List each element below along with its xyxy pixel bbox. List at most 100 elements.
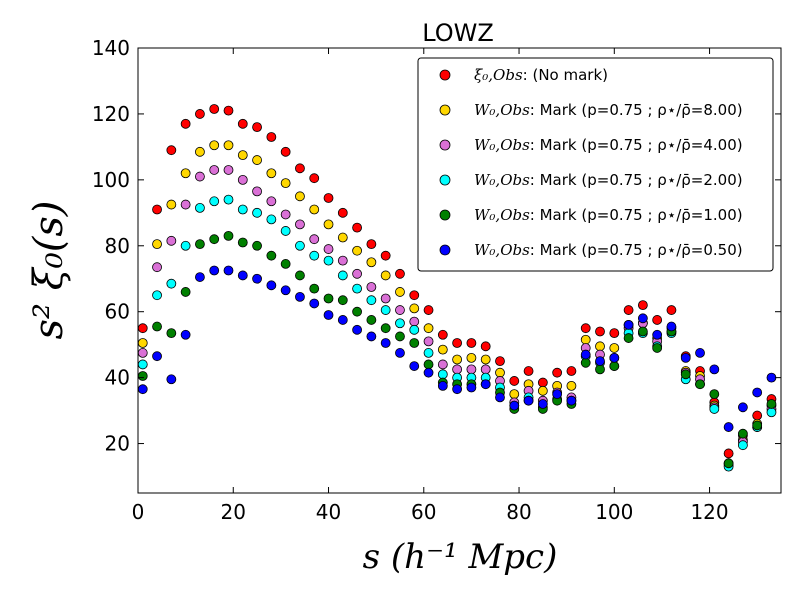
x-tick-label: 0	[132, 500, 145, 524]
data-point	[566, 395, 577, 406]
data-point	[152, 239, 162, 250]
data-point	[323, 310, 334, 320]
data-point	[480, 364, 491, 375]
data-point	[152, 262, 162, 273]
data-point	[337, 232, 348, 243]
data-point	[280, 209, 291, 220]
data-point	[552, 367, 563, 378]
x-tick-label: 80	[506, 500, 531, 524]
data-point	[280, 178, 291, 189]
data-point	[195, 202, 205, 213]
data-point	[137, 371, 148, 381]
data-point	[180, 329, 191, 340]
data-point	[409, 361, 420, 371]
data-point	[752, 420, 763, 431]
legend-entry: W₀,Obs: Mark (p=0.75 ; ρ⋆/ρ̄=2.00)	[474, 171, 743, 189]
data-point	[166, 145, 177, 156]
data-point	[280, 259, 291, 269]
data-point	[437, 359, 448, 370]
plot-frame	[137, 47, 782, 494]
data-point	[380, 293, 391, 304]
data-point	[137, 359, 148, 370]
data-point	[309, 298, 320, 309]
data-point	[580, 349, 591, 360]
data-point	[323, 244, 334, 254]
x-tick-label: 120	[690, 500, 728, 524]
data-point	[452, 364, 463, 375]
data-point	[580, 357, 591, 368]
data-point	[295, 191, 305, 202]
data-point	[380, 250, 391, 261]
data-point	[595, 341, 605, 352]
data-point	[595, 356, 605, 367]
data-point	[423, 323, 434, 334]
data-point	[237, 270, 248, 281]
data-point	[466, 352, 477, 363]
data-point	[495, 392, 505, 403]
legend-marker	[439, 139, 451, 151]
data-point	[666, 321, 677, 332]
data-point	[537, 377, 548, 388]
data-point	[152, 204, 162, 215]
data-point	[680, 352, 691, 363]
data-point	[280, 146, 291, 157]
data-point	[137, 323, 148, 334]
data-point	[252, 155, 262, 165]
y-tick-label: 40	[105, 366, 130, 390]
data-point	[409, 316, 420, 327]
data-point	[266, 132, 277, 142]
data-point	[652, 343, 663, 353]
data-point	[609, 343, 620, 353]
data-point	[495, 367, 505, 378]
data-point	[395, 268, 405, 279]
data-point	[723, 458, 734, 469]
data-point	[523, 395, 534, 406]
data-point	[209, 140, 220, 151]
data-point	[466, 364, 477, 375]
data-point	[566, 366, 577, 376]
data-point	[437, 344, 448, 355]
data-point	[623, 305, 634, 315]
data-point	[423, 348, 434, 358]
data-point	[209, 196, 220, 207]
series-5	[137, 265, 777, 432]
data-point	[252, 273, 262, 284]
legend-entry-symbol: W₀,Obs	[474, 171, 530, 189]
data-point	[223, 165, 234, 175]
data-point	[766, 407, 777, 418]
data-point	[580, 323, 591, 334]
data-point	[223, 140, 234, 151]
data-point	[309, 250, 320, 261]
legend-box	[417, 57, 774, 272]
data-point	[366, 257, 377, 268]
data-point	[180, 199, 191, 210]
data-point	[495, 356, 505, 367]
legend-entry-symbol: W₀,Obs	[474, 241, 530, 259]
data-point	[652, 315, 663, 325]
data-point	[352, 283, 362, 294]
legend-entry-label: : Mark (p=0.75 ; ρ⋆/ρ̄=2.00)	[530, 171, 743, 189]
data-point	[509, 376, 520, 386]
data-point	[609, 361, 620, 371]
data-point	[366, 315, 377, 325]
data-point	[166, 328, 177, 339]
data-point	[552, 389, 563, 400]
legend-entry: ξ₀,Obs: (No mark)	[474, 66, 608, 84]
legend-entry: W₀,Obs: Mark (p=0.75 ; ρ⋆/ρ̄=8.00)	[474, 101, 743, 119]
data-point	[223, 230, 234, 241]
data-point	[352, 306, 362, 317]
data-point	[595, 326, 605, 337]
y-tick-label: 100	[92, 168, 130, 192]
data-point	[223, 265, 234, 276]
data-point	[595, 364, 605, 375]
data-point	[252, 122, 262, 133]
data-point	[223, 194, 234, 205]
data-point	[152, 290, 162, 301]
legend-entry-label: : Mark (p=0.75 ; ρ⋆/ρ̄=0.50)	[530, 241, 743, 259]
data-point	[137, 338, 148, 348]
data-point	[352, 324, 362, 335]
data-point	[295, 291, 305, 302]
data-point	[637, 313, 648, 324]
legend-entry-symbol: ξ₀,Obs	[474, 66, 523, 84]
data-point	[423, 367, 434, 378]
